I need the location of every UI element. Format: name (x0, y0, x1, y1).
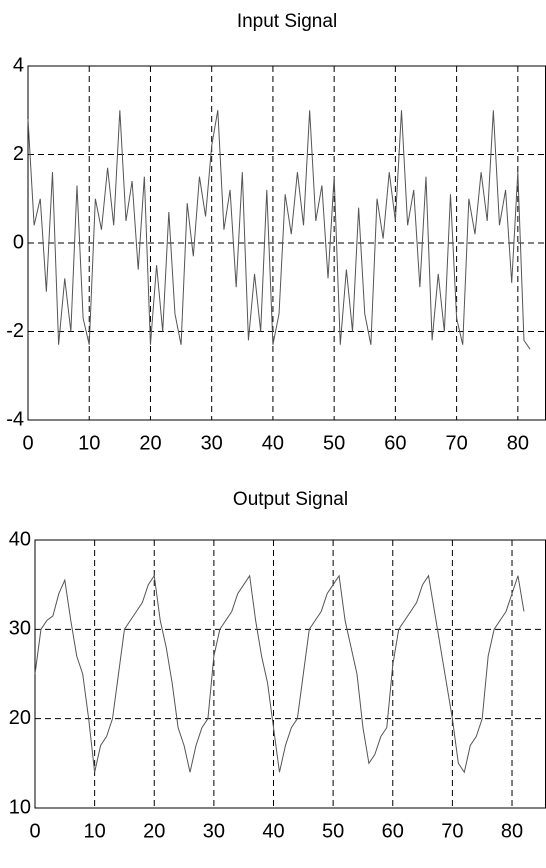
x-tick-label: 80 (507, 432, 529, 454)
signal-line (34, 574, 525, 774)
x-tick-label: 60 (382, 820, 404, 842)
chart-title: Output Signal (233, 489, 348, 510)
x-tick-label: 50 (323, 432, 345, 454)
y-tick-label: 2 (13, 143, 24, 165)
x-tick-label: 0 (29, 820, 40, 842)
chart-title: Input Signal (237, 11, 337, 32)
y-tick-label: 4 (13, 54, 24, 76)
y-tick-label: 20 (9, 707, 31, 729)
x-tick-label: 30 (201, 432, 223, 454)
x-tick-label: 40 (262, 432, 284, 454)
x-tick-label: 10 (84, 820, 106, 842)
x-tick-label: 20 (139, 432, 161, 454)
x-tick-label: 50 (322, 820, 344, 842)
x-tick-label: 80 (501, 820, 523, 842)
x-tick-label: 30 (203, 820, 225, 842)
x-tick-label: 40 (262, 820, 284, 842)
y-tick-label: 30 (9, 618, 31, 640)
x-tick-label: 70 (445, 432, 467, 454)
x-tick-label: 70 (441, 820, 463, 842)
y-tick-label: -4 (6, 408, 24, 430)
x-tick-label: 0 (22, 432, 33, 454)
x-tick-label: 60 (384, 432, 406, 454)
x-tick-label: 20 (143, 820, 165, 842)
signal-line (27, 110, 531, 350)
y-tick-label: 40 (9, 528, 31, 550)
plot-frame (34, 539, 546, 809)
plot-frame (27, 65, 546, 421)
y-tick-label: 0 (13, 231, 24, 253)
y-tick-label: -2 (6, 320, 24, 342)
x-tick-label: 10 (78, 432, 100, 454)
y-tick-label: 10 (9, 796, 31, 818)
